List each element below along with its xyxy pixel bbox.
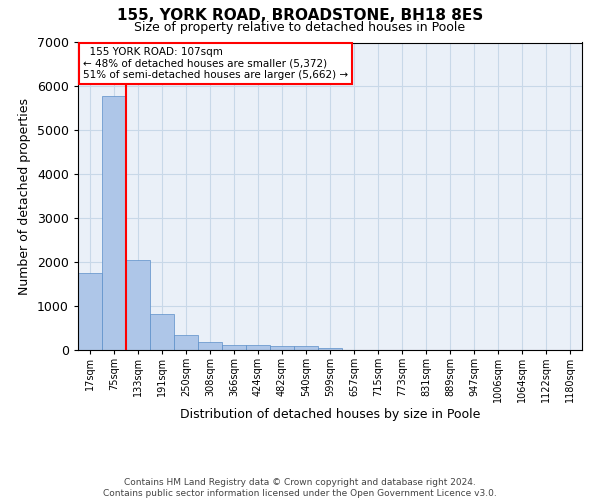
Text: Size of property relative to detached houses in Poole: Size of property relative to detached ho… (134, 21, 466, 34)
Bar (246, 345, 270, 350)
Bar (294, 346, 318, 350)
Bar (102, 96, 126, 350)
Text: 155 YORK ROAD: 107sqm
← 48% of detached houses are smaller (5,372)
51% of semi-d: 155 YORK ROAD: 107sqm ← 48% of detached … (83, 47, 348, 80)
Bar (222, 345, 246, 350)
Bar (198, 342, 222, 350)
Bar (174, 335, 198, 350)
Text: Contains HM Land Registry data © Crown copyright and database right 2024.
Contai: Contains HM Land Registry data © Crown c… (103, 478, 497, 498)
Bar (270, 346, 294, 350)
Y-axis label: Number of detached properties: Number of detached properties (19, 98, 31, 294)
X-axis label: Distribution of detached houses by size in Poole: Distribution of detached houses by size … (180, 408, 480, 421)
Bar (126, 260, 150, 350)
Bar (318, 348, 342, 350)
Text: 155, YORK ROAD, BROADSTONE, BH18 8ES: 155, YORK ROAD, BROADSTONE, BH18 8ES (117, 8, 483, 22)
Bar (78, 272, 102, 350)
Bar (150, 314, 174, 350)
